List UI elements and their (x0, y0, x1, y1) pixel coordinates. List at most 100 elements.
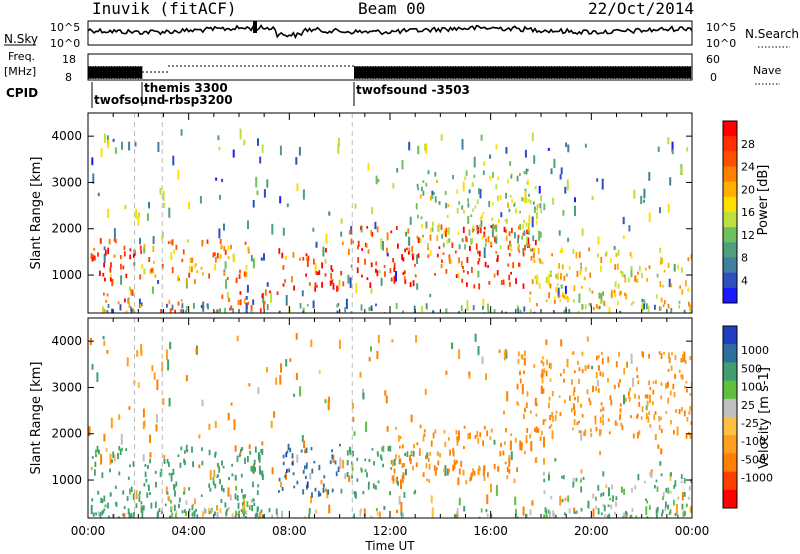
echo-cell (463, 446, 465, 450)
echo-cell (673, 430, 675, 435)
nsearch-label: N.Search (745, 27, 799, 41)
echo-cell (566, 296, 569, 299)
echo-cell (589, 400, 592, 406)
echo-cell (454, 514, 457, 518)
echo-cell (153, 372, 156, 380)
echo-cell (486, 513, 489, 517)
echo-cell (304, 449, 307, 454)
echo-cell (577, 398, 579, 403)
echo-cell (366, 472, 368, 478)
echo-cell (655, 294, 658, 299)
echo-cell (648, 411, 650, 416)
echo-cell (555, 410, 558, 414)
echo-cell (417, 187, 420, 191)
echo-cell (622, 516, 625, 518)
echo-cell (365, 312, 368, 313)
echo-cell (630, 266, 633, 278)
echo-cell (163, 454, 166, 463)
echo-cell (254, 446, 257, 453)
echo-cell (229, 307, 231, 311)
echo-cell (646, 394, 649, 399)
echo-cell (208, 483, 211, 488)
echo-cell (291, 453, 294, 459)
echo-cell (594, 419, 597, 425)
echo-cell (407, 251, 410, 255)
echo-cell (680, 267, 683, 273)
freq-tick-top: 18 (62, 53, 76, 66)
echo-cell (200, 304, 203, 309)
echo-cell (360, 508, 363, 512)
echo-cell (559, 250, 562, 254)
echo-cell (295, 373, 298, 381)
echo-cell (508, 231, 511, 237)
echo-cell (305, 462, 308, 469)
echo-cell (524, 149, 527, 158)
echo-cell (302, 189, 305, 200)
nsky-label: N.Sky (4, 32, 38, 46)
echo-cell (520, 354, 523, 359)
echo-cell (225, 279, 227, 289)
echo-cell (509, 195, 512, 198)
echo-cell (562, 210, 565, 216)
echo-cell (540, 385, 543, 395)
echo-cell (465, 479, 468, 485)
echo-cell (438, 246, 441, 250)
echo-cell (540, 208, 543, 214)
echo-cell (213, 252, 216, 256)
echo-cell (348, 230, 351, 235)
echo-cell (156, 414, 158, 423)
echo-cell (424, 388, 427, 395)
echo-cell (453, 459, 456, 466)
echo-cell (636, 413, 639, 418)
echo-cell (559, 373, 562, 377)
echo-cell (628, 225, 631, 232)
echo-cell (175, 244, 178, 250)
colorbar-tick-label: 25 (741, 399, 755, 412)
echo-cell (500, 212, 503, 218)
cpid-panel: CPID twofsound themis 3300 -rbsp3200 two… (6, 81, 470, 108)
echo-cell (152, 236, 155, 245)
echo-cell (580, 508, 583, 512)
echo-cell (310, 339, 313, 347)
echo-cell (592, 493, 595, 499)
echo-cell (340, 231, 343, 237)
echo-cell (660, 448, 663, 455)
echo-cell (285, 452, 288, 458)
echo-cell (245, 271, 248, 277)
echo-cell (94, 469, 96, 476)
echo-cell (546, 359, 548, 366)
echo-cell (599, 450, 602, 456)
echo-cell (334, 460, 337, 465)
echo-cell (565, 142, 568, 148)
echo-cell (623, 512, 625, 518)
echo-cell (263, 189, 266, 198)
colorbar-tick-label: -1000 (741, 472, 773, 485)
echo-cell (454, 250, 457, 254)
echo-cell (660, 416, 662, 421)
echo-cell (461, 205, 464, 210)
echo-cell (366, 226, 369, 229)
echo-cell (219, 479, 221, 485)
echo-cell (609, 497, 612, 501)
echo-cell (657, 146, 660, 152)
echo-cell (688, 301, 690, 307)
echo-cell (580, 469, 583, 474)
echo-cell (223, 271, 226, 275)
echo-cell (467, 198, 469, 203)
echo-cell (370, 288, 373, 294)
x-tick-label: 20:00 (574, 524, 609, 538)
echo-cell (401, 516, 403, 518)
echo-cell (180, 129, 183, 136)
echo-cell (92, 254, 95, 261)
echo-cell (661, 284, 664, 288)
echo-cell (551, 253, 553, 257)
echo-cell (595, 426, 598, 432)
echo-cell (305, 475, 307, 479)
echo-cell (629, 515, 632, 518)
echo-cell (489, 176, 492, 181)
echo-cell (385, 395, 388, 404)
echo-cell (518, 225, 520, 230)
echo-cell (413, 491, 416, 495)
echo-cell (243, 499, 246, 509)
echo-cell (481, 236, 484, 240)
